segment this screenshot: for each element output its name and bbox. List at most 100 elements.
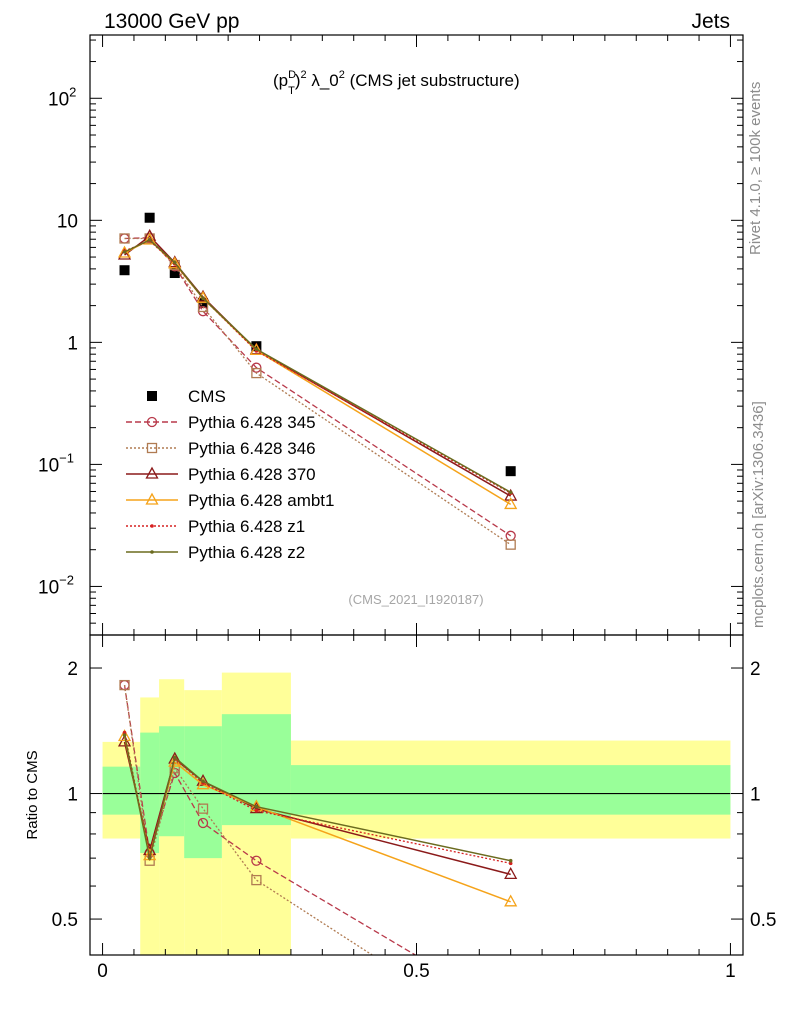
ratio-point bbox=[201, 779, 205, 784]
legend-item-pythia-6-428-370: Pythia 6.428 370 bbox=[126, 465, 316, 484]
legend-marker bbox=[146, 416, 158, 428]
ratio-point bbox=[251, 855, 262, 866]
ratio-y-tick-label: 2 bbox=[67, 659, 78, 680]
ratio-panel: 2 2 1 1 0.5 0.5 0 0.5 1 Ratio to CMS bbox=[24, 634, 776, 982]
data-point bbox=[122, 250, 127, 254]
legend-marker bbox=[145, 492, 159, 505]
ratio-y-tick-label: 1 bbox=[67, 785, 78, 806]
legend-marker bbox=[150, 550, 154, 554]
header-energy-label: 13000 GeV pp bbox=[104, 10, 239, 33]
legend-item-pythia-6-428-346: Pythia 6.428 346 bbox=[126, 439, 316, 458]
legend-item-pythia-6-428-345: Pythia 6.428 345 bbox=[126, 413, 316, 432]
series-line bbox=[124, 240, 512, 494]
main-y-tick-label: 102 bbox=[48, 84, 76, 110]
ratio-point bbox=[122, 733, 127, 738]
series-pythia-6-428-z2 bbox=[122, 238, 513, 495]
legend-label: Pythia 6.428 ambt1 bbox=[188, 491, 334, 510]
data-point bbox=[119, 265, 130, 276]
legend: CMS Pythia 6.428 345 Pythia 6.428 346 Pythi… bbox=[126, 387, 334, 562]
header-jets-label: Jets bbox=[691, 10, 730, 33]
legend-label: Pythia 6.428 z2 bbox=[188, 543, 305, 562]
data-point bbox=[196, 290, 210, 303]
ratio-y-tick-label-right: 1 bbox=[750, 785, 761, 806]
data-point bbox=[505, 466, 516, 477]
ratio-point bbox=[147, 856, 152, 860]
data-point bbox=[504, 497, 518, 510]
ratio-axis-label: Ratio to CMS bbox=[24, 750, 41, 839]
uncertainty-band-green bbox=[102, 766, 141, 815]
legend-label: Pythia 6.428 z1 bbox=[188, 517, 305, 536]
data-point bbox=[117, 247, 132, 260]
series-line bbox=[124, 239, 512, 506]
data-point bbox=[172, 260, 177, 265]
data-point bbox=[201, 296, 205, 301]
legend-item-cms: CMS bbox=[147, 387, 226, 406]
ratio-point bbox=[254, 804, 259, 809]
ratio-point bbox=[504, 894, 518, 907]
legend-item-pythia-6-428-z2: Pythia 6.428 z2 bbox=[126, 543, 305, 562]
legend-item-pythia-6-428-z1: Pythia 6.428 z1 bbox=[126, 517, 305, 536]
ratio-point bbox=[254, 808, 259, 813]
series-line bbox=[124, 239, 512, 494]
ratio-series-pythia-6-428-z2 bbox=[122, 733, 513, 863]
series-cms bbox=[119, 212, 516, 477]
analysis-id-watermark: (CMS_2021_I1920187) bbox=[348, 592, 483, 607]
ratio-point bbox=[172, 755, 177, 760]
main-panel: 102 10 1 10−1 10−2 (pD T)2 λ_02 (CMS jet subs… bbox=[38, 34, 744, 636]
legend-label: Pythia 6.428 345 bbox=[188, 413, 316, 432]
main-y-tick-label: 10 bbox=[57, 211, 78, 232]
data-point bbox=[251, 367, 262, 379]
legend-label: Pythia 6.428 346 bbox=[188, 439, 316, 458]
ratio-point bbox=[504, 867, 518, 880]
ratio-y-tick-label-right: 0.5 bbox=[750, 910, 776, 931]
mcplots-source-label: mcplots.cern.ch [arXiv:1306.3436] bbox=[750, 401, 767, 628]
data-point bbox=[505, 539, 516, 550]
ratio-point bbox=[508, 861, 513, 866]
data-point bbox=[168, 256, 182, 269]
main-y-tick-label: 10−2 bbox=[38, 572, 74, 598]
data-point bbox=[147, 238, 152, 242]
uncertainty-band-green bbox=[184, 726, 222, 859]
ratio-point bbox=[122, 730, 127, 735]
data-point bbox=[254, 347, 259, 351]
data-point bbox=[144, 212, 155, 223]
ratio-point bbox=[197, 817, 209, 829]
data-point bbox=[169, 268, 180, 279]
ratio-point bbox=[119, 679, 130, 691]
main-y-tick-label: 10−1 bbox=[38, 450, 74, 476]
legend-item-pythia-6-428-ambt1: Pythia 6.428 ambt1 bbox=[126, 491, 334, 510]
main-plot-title: (pD T)2 λ_02 (CMS jet substructure) bbox=[273, 69, 520, 97]
ratio-line bbox=[123, 735, 511, 862]
uncertainty-band-green bbox=[290, 765, 731, 815]
ratio-y-tick-label: 0.5 bbox=[52, 910, 78, 931]
ratio-y-tick-label-right: 2 bbox=[750, 659, 761, 680]
ratio-point bbox=[197, 803, 209, 814]
data-point bbox=[504, 488, 518, 501]
ratio-series-pythia-6-428-346 bbox=[119, 679, 374, 955]
legend-marker bbox=[150, 524, 154, 528]
ratio-point bbox=[117, 729, 132, 742]
legend-marker bbox=[145, 466, 159, 479]
ratio-point bbox=[251, 874, 262, 886]
main-y-tick-label: 1 bbox=[67, 333, 78, 354]
legend-marker bbox=[146, 442, 158, 454]
legend-label: Pythia 6.428 370 bbox=[188, 465, 316, 484]
ratio-line bbox=[123, 685, 374, 955]
x-tick-label: 0.5 bbox=[403, 961, 429, 982]
legend-marker bbox=[147, 391, 157, 401]
data-point bbox=[143, 232, 157, 245]
rivet-version-label: Rivet 4.1.0, ≥ 100k events bbox=[747, 82, 764, 255]
data-point bbox=[249, 343, 263, 356]
data-point bbox=[251, 341, 262, 352]
data-point bbox=[508, 490, 513, 495]
x-tick-label: 0 bbox=[97, 961, 108, 982]
legend-label: CMS bbox=[188, 387, 226, 406]
ratio-series-group bbox=[117, 679, 518, 955]
data-point bbox=[117, 245, 132, 258]
ratio-point bbox=[508, 858, 513, 863]
x-tick-label: 1 bbox=[725, 961, 736, 982]
data-point bbox=[119, 233, 130, 244]
ratio-line bbox=[123, 684, 417, 955]
series-line bbox=[124, 235, 512, 497]
